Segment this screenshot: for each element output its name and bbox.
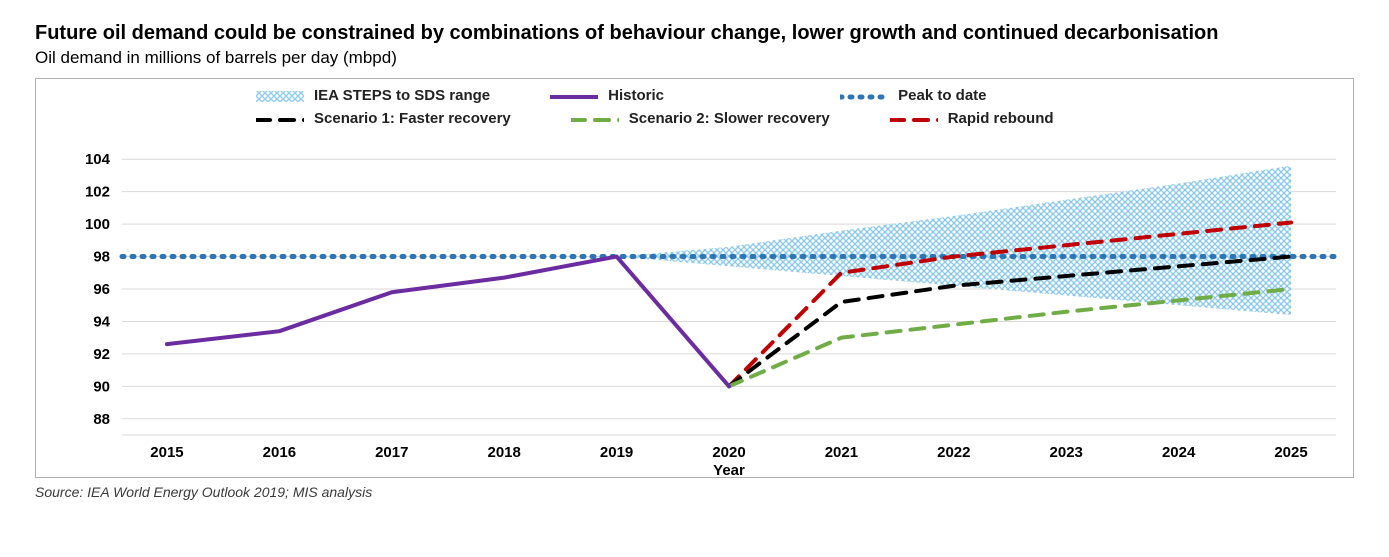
figure-container: Future oil demand could be constrained b… [0, 0, 1389, 557]
y-tick-label: 88 [93, 411, 110, 428]
legend-item-historic: Historic [550, 87, 780, 104]
legend-item-peak: Peak to date [840, 87, 1070, 104]
y-tick-label: 102 [85, 184, 110, 201]
x-tick-label: 2018 [487, 444, 520, 461]
legend-label: Scenario 2: Slower recovery [629, 110, 830, 127]
legend-label: IEA STEPS to SDS range [314, 87, 490, 104]
chart-title: Future oil demand could be constrained b… [35, 20, 1354, 46]
y-tick-label: 98 [93, 249, 110, 266]
x-tick-label: 2020 [712, 444, 745, 461]
chart-legend: IEA STEPS to SDS range Historic Peak to da… [256, 87, 1273, 133]
y-tick-label: 104 [85, 151, 111, 168]
chart-frame: IEA STEPS to SDS range Historic Peak to da… [35, 78, 1354, 478]
legend-label: Scenario 1: Faster recovery [314, 110, 511, 127]
y-tick-label: 94 [93, 313, 110, 330]
y-tick-label: 96 [93, 281, 110, 298]
x-tick-label: 2021 [825, 444, 858, 461]
y-tick-label: 92 [93, 346, 110, 363]
x-tick-label: 2019 [600, 444, 633, 461]
x-tick-label: 2022 [937, 444, 970, 461]
x-tick-label: 2025 [1274, 444, 1307, 461]
legend-label: Rapid rebound [948, 110, 1054, 127]
legend-item-scenario1: Scenario 1: Faster recovery [256, 110, 511, 127]
y-tick-label: 90 [93, 378, 110, 395]
chart-source: Source: IEA World Energy Outlook 2019; M… [35, 484, 1354, 500]
x-tick-label: 2017 [375, 444, 408, 461]
legend-item-rapid: Rapid rebound [890, 110, 1120, 127]
x-tick-label: 2016 [263, 444, 296, 461]
legend-label: Historic [608, 87, 664, 104]
chart-subtitle: Oil demand in millions of barrels per da… [35, 48, 1354, 68]
x-axis-label: Year [713, 462, 745, 479]
legend-item-scenario2: Scenario 2: Slower recovery [571, 110, 830, 127]
chart-svg: 88 90 92 94 96 98 100 102 104 2015 2016 2017 2018 201… [36, 79, 1355, 479]
legend-label: Peak to date [898, 87, 986, 104]
legend-item-range_fill: IEA STEPS to SDS range [256, 87, 490, 104]
series-range-area [617, 166, 1291, 315]
y-tick-label: 100 [85, 216, 110, 233]
x-tick-label: 2023 [1050, 444, 1083, 461]
x-tick-label: 2015 [150, 444, 183, 461]
x-tick-label: 2024 [1162, 444, 1196, 461]
